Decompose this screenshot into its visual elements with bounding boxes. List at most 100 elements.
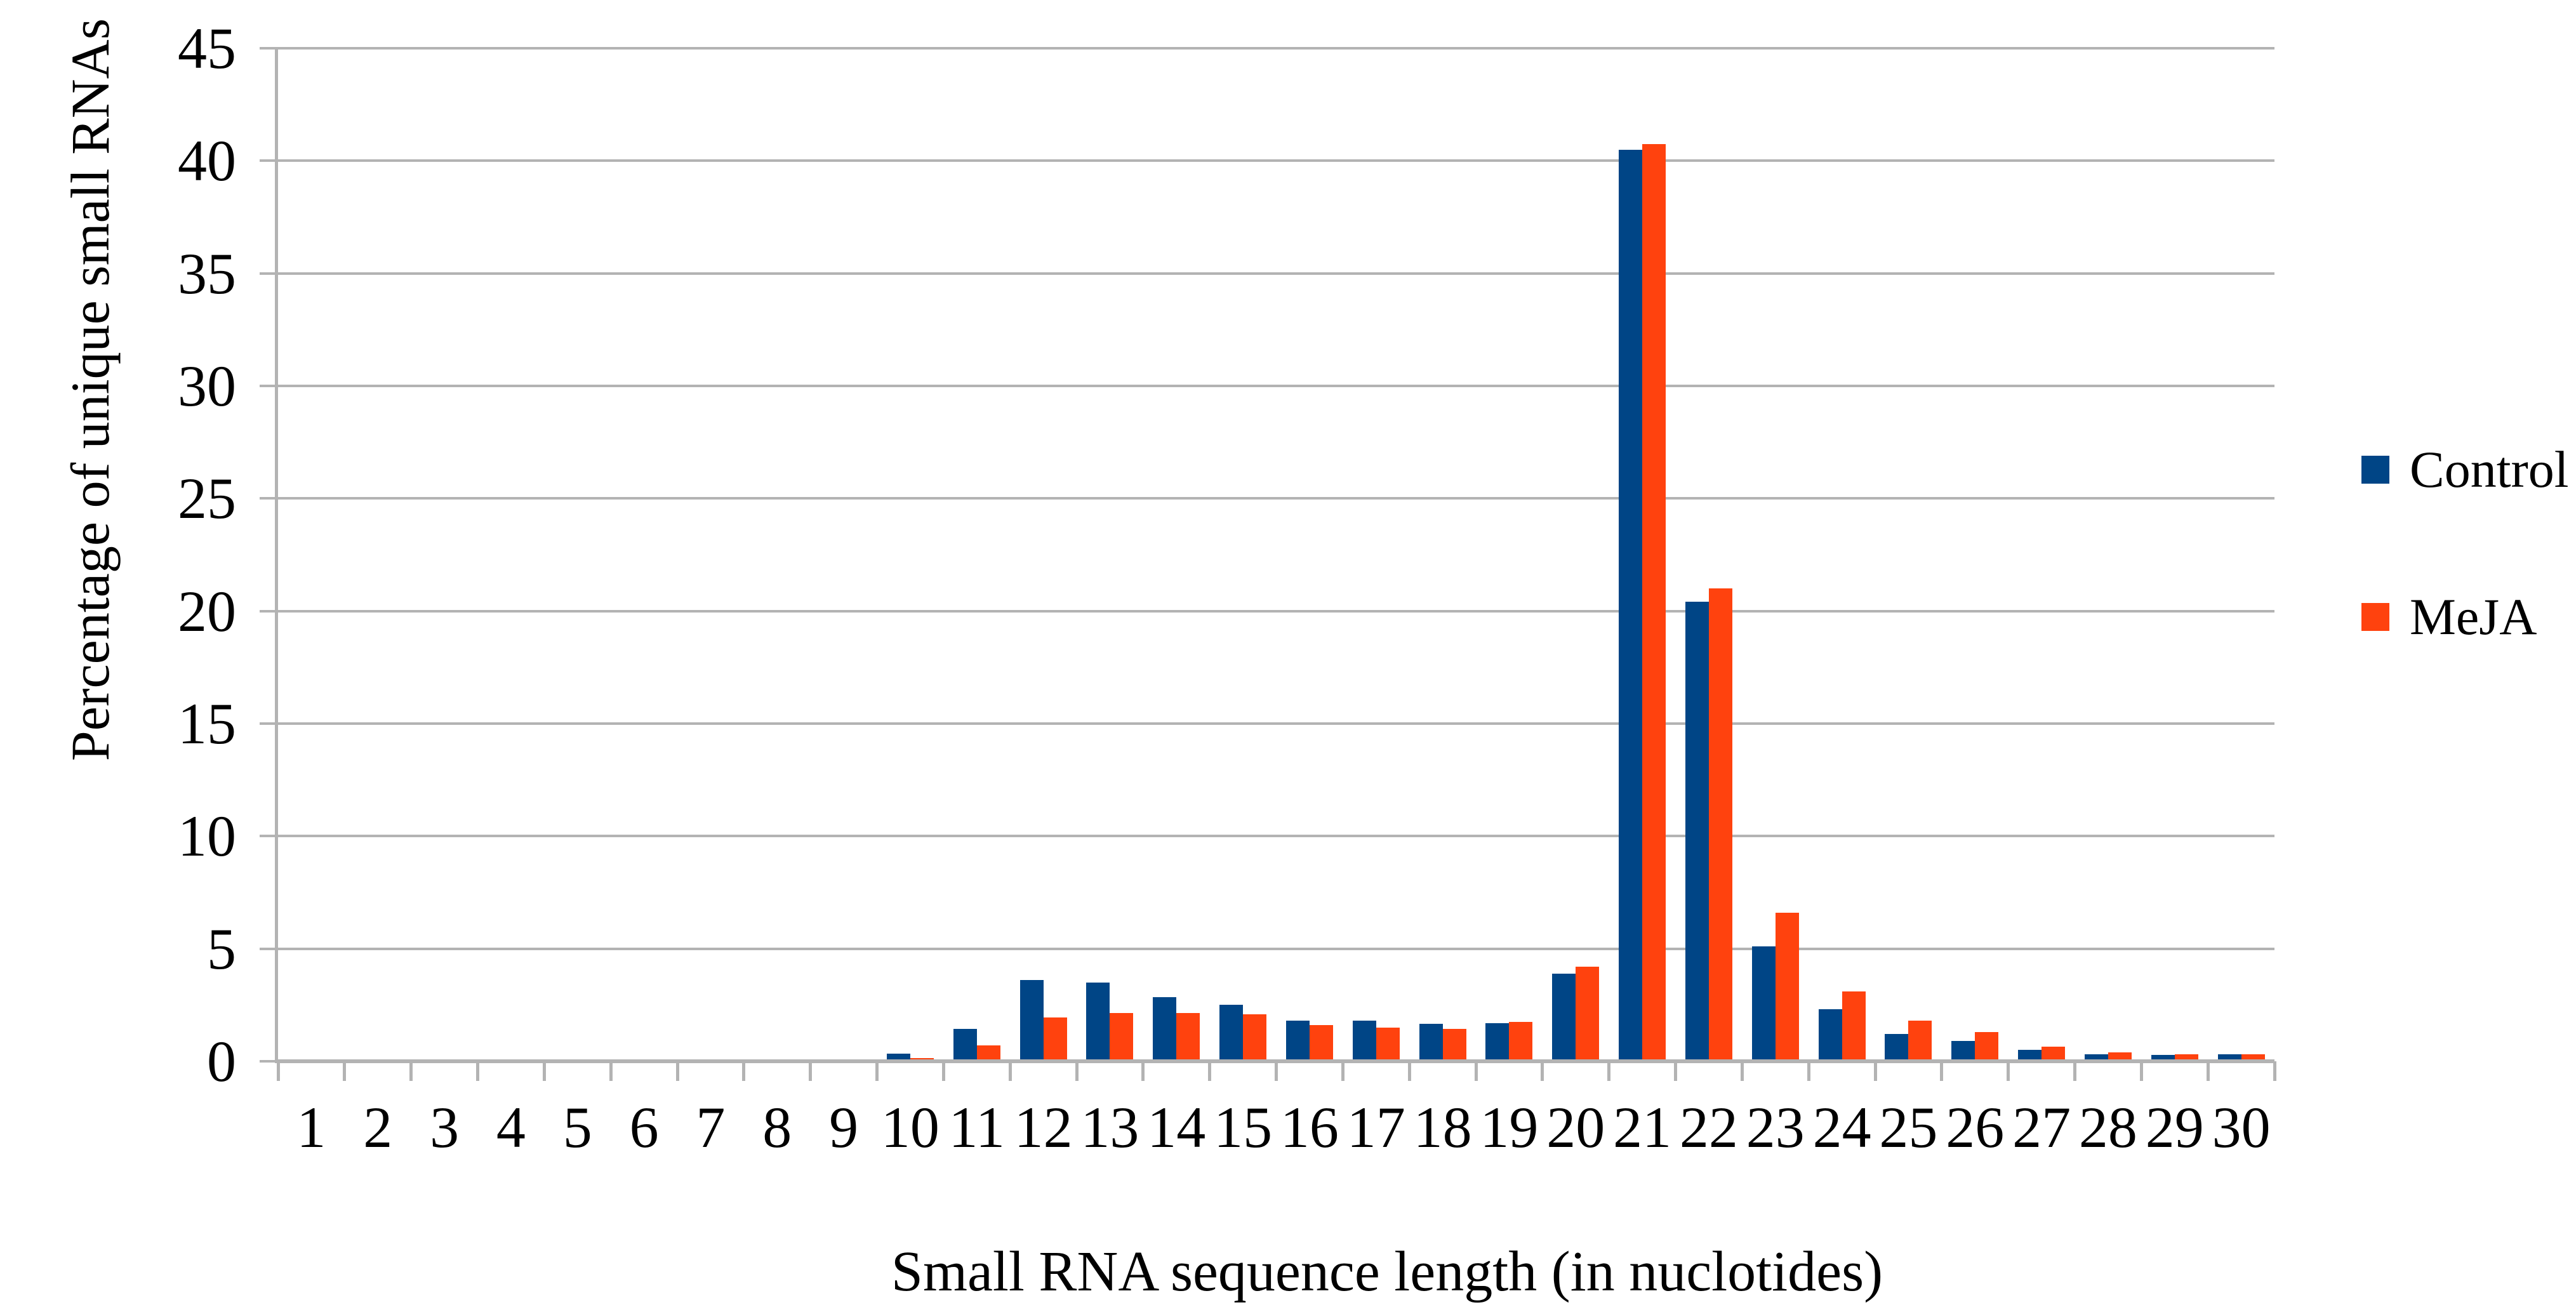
x-axis-tick-7 [742,1061,746,1081]
y-tick-label-0: 0 [207,1029,236,1094]
x-axis-tick-5 [609,1061,613,1081]
x-tick-label-22: 22 [1679,1095,1738,1160]
y-axis-tick-0 [260,1060,278,1063]
bar-control-28 [2084,1054,2108,1061]
x-tick-label-4: 4 [496,1095,526,1160]
x-axis-tick-28 [2139,1061,2143,1081]
bar-meja-17 [1376,1027,1400,1061]
bar-meja-18 [1442,1028,1466,1061]
x-axis-tick-3 [476,1061,479,1081]
x-axis-tick-0 [276,1061,280,1081]
bar-control-27 [2018,1050,2042,1061]
x-axis-tick-21 [1674,1061,1677,1081]
bar-meja-24 [1842,991,1866,1061]
x-tick-label-26: 26 [1946,1095,2005,1160]
x-axis-tick-22 [1740,1061,1744,1081]
bar-meja-25 [1908,1021,1932,1061]
gridline-5 [278,947,2274,950]
y-tick-label-20: 20 [178,578,236,644]
y-tick-label-25: 25 [178,466,236,531]
bar-control-26 [1951,1041,1975,1061]
bar-meja-27 [2042,1046,2066,1061]
y-tick-label-5: 5 [207,916,236,981]
gridline-20 [278,609,2274,613]
bar-meja-30 [2241,1054,2265,1061]
bar-control-29 [2151,1055,2175,1061]
y-axis-tick-15 [260,722,278,725]
bar-meja-20 [1576,967,1600,1061]
bar-meja-26 [1975,1031,1999,1061]
x-tick-label-9: 9 [829,1095,859,1160]
bar-meja-22 [1708,588,1732,1061]
bar-control-11 [953,1028,977,1061]
x-tick-label-19: 19 [1480,1095,1539,1160]
bar-control-13 [1086,982,1110,1061]
x-tick-label-16: 16 [1280,1095,1339,1160]
x-axis-tick-9 [875,1061,879,1081]
x-tick-label-17: 17 [1346,1095,1405,1160]
x-tick-label-29: 29 [2145,1095,2204,1160]
bar-meja-13 [1110,1012,1134,1061]
x-axis-tick-27 [2073,1061,2076,1081]
x-axis-title: Small RNA sequence length (in nuclotides… [891,1240,1883,1303]
y-axis-line [275,48,278,1061]
x-tick-label-2: 2 [363,1095,393,1160]
bar-control-16 [1285,1021,1310,1061]
x-axis-tick-2 [409,1061,413,1081]
bar-control-22 [1685,602,1709,1061]
x-tick-label-7: 7 [696,1095,726,1160]
bar-meja-23 [1775,912,1799,1061]
gridline-25 [278,497,2274,500]
y-axis-tick-5 [260,947,278,950]
legend-item-control: Control [2361,439,2569,500]
x-axis-tick-4 [542,1061,546,1081]
x-axis-tick-10 [941,1061,945,1081]
x-tick-label-27: 27 [2012,1095,2071,1160]
y-tick-label-45: 45 [178,16,236,81]
x-axis-tick-16 [1341,1061,1344,1081]
legend-item-meja: MeJA [2361,586,2569,647]
x-axis-tick-1 [343,1061,347,1081]
bar-control-15 [1219,1005,1244,1061]
x-axis-tick-29 [2206,1061,2210,1081]
y-tick-label-15: 15 [178,691,236,756]
bar-control-21 [1619,149,1643,1061]
x-tick-label-13: 13 [1080,1095,1139,1160]
x-axis-tick-17 [1407,1061,1411,1081]
plot-area [260,47,2276,1081]
bar-control-25 [1885,1034,1909,1061]
bar-control-14 [1153,997,1177,1061]
x-axis-tick-6 [675,1061,679,1081]
y-tick-label-35: 35 [178,241,236,306]
x-tick-label-15: 15 [1214,1095,1273,1160]
x-axis-tick-24 [1873,1061,1877,1081]
bar-control-30 [2217,1054,2241,1061]
bar-meja-29 [2174,1054,2198,1061]
bar-control-17 [1352,1021,1376,1061]
x-tick-label-3: 3 [430,1095,460,1160]
x-axis-tick-20 [1607,1061,1611,1081]
x-tick-label-12: 12 [1014,1095,1073,1160]
bar-control-18 [1419,1024,1443,1061]
x-axis-tick-25 [1940,1061,1944,1081]
bar-meja-11 [976,1045,1000,1061]
x-axis-tick-13 [1141,1061,1145,1081]
x-tick-label-6: 6 [629,1095,659,1160]
x-tick-label-11: 11 [948,1095,1006,1160]
y-axis-tick-30 [260,385,278,387]
meja-series-swatch [2361,603,2389,631]
x-tick-label-5: 5 [562,1095,592,1160]
x-tick-label-10: 10 [880,1095,939,1160]
gridline-15 [278,722,2274,725]
bar-meja-21 [1642,143,1666,1061]
gridline-45 [278,47,2274,50]
y-axis-tick-10 [260,835,278,838]
bar-meja-12 [1043,1017,1067,1061]
gridline-40 [278,159,2274,162]
bar-control-19 [1485,1023,1510,1061]
y-axis-tick-25 [260,497,278,500]
x-tick-label-8: 8 [762,1095,792,1160]
gridline-35 [278,272,2274,275]
x-tick-label-18: 18 [1413,1095,1472,1160]
